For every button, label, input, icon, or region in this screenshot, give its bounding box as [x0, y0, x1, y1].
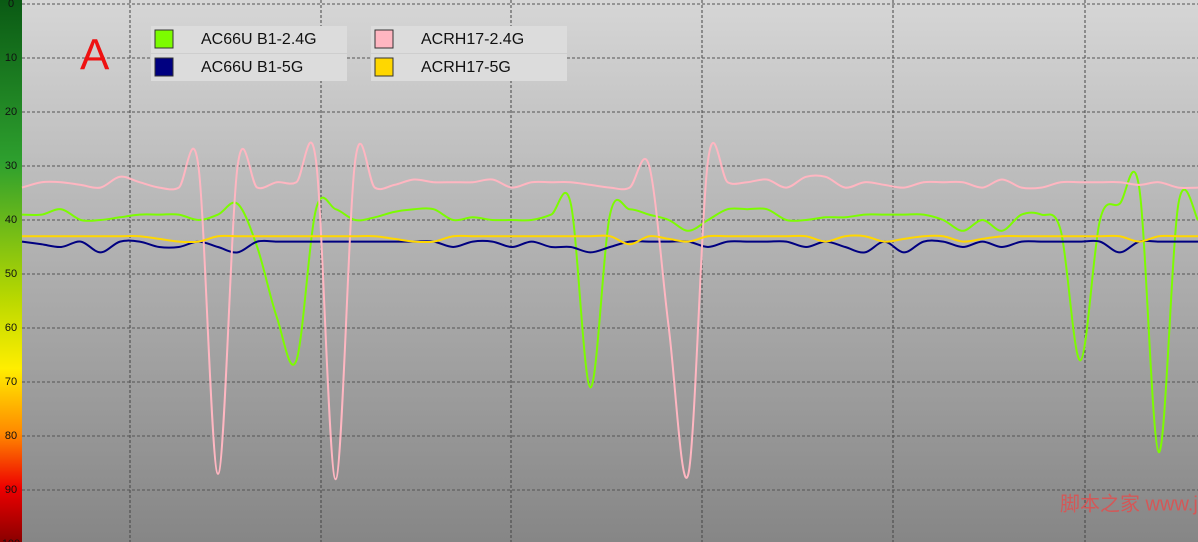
annotation: A — [80, 31, 110, 80]
lines — [21, 141, 1198, 481]
series-line — [22, 234, 1198, 246]
legend-item-bg — [151, 26, 347, 53]
y-tick-label: 30 — [5, 160, 17, 172]
legend-label: AC66U B1-2.4G — [201, 31, 317, 48]
y-tick-label: 40 — [5, 214, 17, 226]
y-tick-label: 70 — [5, 376, 17, 388]
y-tick-label: 60 — [5, 322, 17, 334]
series-line — [21, 141, 1198, 481]
legend: AC66U B1-2.4G AC66U B1-5G ACRH17-2.4G ACRH1… — [151, 26, 567, 81]
plot-background — [22, 0, 1198, 542]
y-tick-label: 100 — [2, 538, 20, 542]
legend-item-bg — [371, 54, 567, 81]
color-scale — [0, 0, 22, 542]
y-tick-label: 10 — [5, 52, 17, 64]
series-line — [21, 170, 1198, 454]
legend-swatch — [374, 57, 394, 77]
legend-swatch — [154, 29, 174, 49]
legend-swatch — [374, 29, 394, 49]
y-tick-label: 50 — [5, 268, 17, 280]
legend-label: AC66U B1-5G — [201, 59, 303, 76]
y-tick-label: 20 — [5, 106, 17, 118]
legend-label: ACRH17-2.4G — [421, 31, 524, 48]
y-tick-label: 90 — [5, 484, 17, 496]
y-tick-label: 0 — [8, 0, 14, 10]
legend-swatch — [154, 57, 174, 77]
y-tick-label: 80 — [5, 430, 17, 442]
legend-label: ACRH17-5G — [421, 59, 511, 76]
series-line — [21, 239, 1198, 254]
legend-item-bg — [371, 26, 567, 53]
watermark: 脚本之家 www.jb51.net — [1060, 492, 1198, 515]
legend-item-bg — [151, 54, 347, 81]
vertical-grid — [129, 0, 1086, 542]
